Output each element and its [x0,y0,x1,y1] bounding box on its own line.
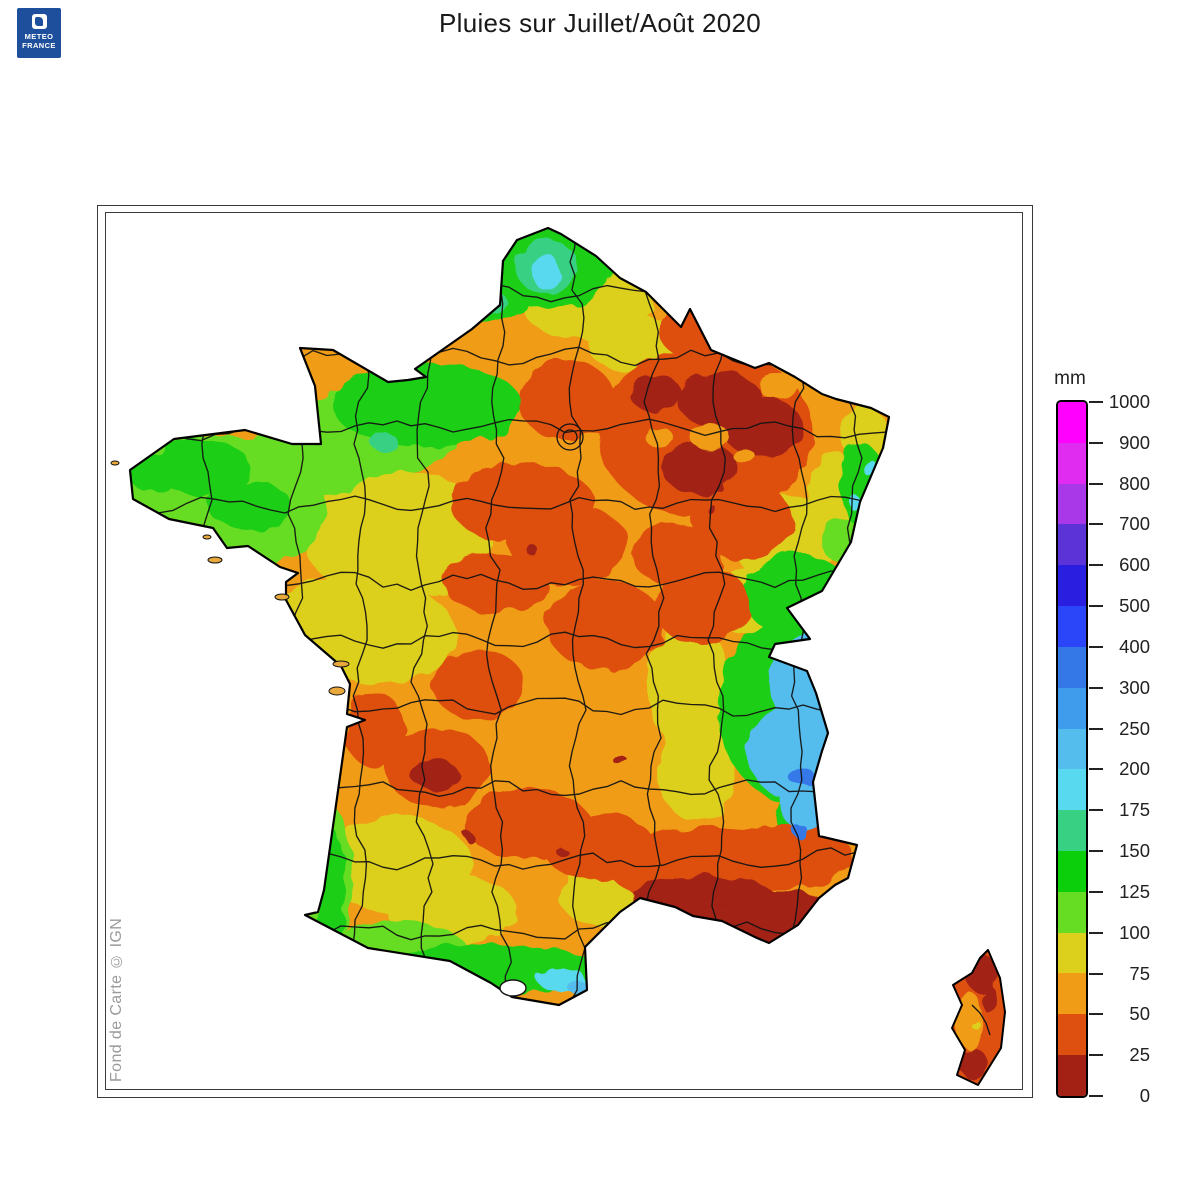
legend-tick-label-175: 175 [1119,799,1150,821]
legend-color-band-175-200 [1058,769,1086,811]
legend-color-band-150-175 [1058,810,1086,851]
legend-tick-label-125: 125 [1119,880,1150,902]
legend-color-band-400-500 [1058,606,1086,647]
legend-tick-label-1000: 1000 [1108,391,1150,412]
legend-color-band-250-300 [1058,687,1086,729]
map-inner-frame [105,212,1023,1090]
legend-tick [1089,401,1103,403]
legend-tick-label-900: 900 [1119,431,1150,453]
legend-tick-label-250: 250 [1119,717,1150,739]
logo-mark-glyph [35,17,43,26]
legend-tick [1089,972,1103,975]
legend-tick-label-600: 600 [1119,554,1150,576]
legend-tick [1089,1013,1103,1016]
legend-tick-label-200: 200 [1119,758,1150,780]
legend-color-band-200-250 [1058,728,1086,770]
legend-tick-label-50: 50 [1129,1003,1150,1025]
legend-color-band-125-150 [1058,850,1086,892]
map-attribution: Fond de Carte © IGN [108,917,125,1082]
legend-color-band-800-900 [1058,442,1086,484]
legend-color-band-700-800 [1058,483,1086,525]
legend-tick [1089,890,1103,893]
map-title: Pluies sur Juillet/Août 2020 [438,8,762,38]
legend-tick-label-800: 800 [1119,472,1150,494]
logo-text-line2: FRANCE [22,41,56,50]
legend-color-band-75-100 [1058,932,1086,974]
map-outer-frame [97,205,1033,1098]
legend-tick-label-0: 0 [1139,1085,1150,1106]
legend-tick [1089,1054,1103,1057]
legend-tick-label-100: 100 [1119,921,1150,943]
meteo-france-logo-icon [31,14,47,29]
legend-tick [1089,482,1103,485]
legend-color-band-25-50 [1058,1014,1086,1055]
legend-tick-label-150: 150 [1119,840,1150,862]
legend-tick-label-75: 75 [1129,962,1150,984]
legend-tick [1089,809,1103,812]
meteo-france-logo: METEO FRANCE [17,8,61,58]
legend-color-band-500-600 [1058,565,1086,607]
legend-color-band-900-1000 [1058,402,1086,443]
logo-text-line1: METEO [24,32,54,41]
legend-tick [1089,605,1103,608]
legend-color-band-50-75 [1058,973,1086,1015]
legend-tick [1089,768,1103,771]
legend-tick-label-700: 700 [1119,513,1150,535]
legend-color-band-300-400 [1058,646,1086,688]
legend-color-scale [1056,400,1088,1098]
legend-tick [1089,850,1103,853]
legend-tick [1089,931,1103,934]
legend-tick-label-400: 400 [1119,635,1150,657]
legend-tick [1089,686,1103,689]
france-rainfall-map [110,226,1006,1086]
legend-tick-label-300: 300 [1119,676,1150,698]
legend-color-band-0-25 [1058,1055,1086,1096]
legend-tick-label-500: 500 [1119,595,1150,617]
legend-color-band-100-125 [1058,891,1086,933]
legend-tick [1089,564,1103,567]
legend-tick [1089,727,1103,730]
legend-colorbar: mm 1000 900 800 700 600 500 400 300 250 200 175 150… [1040,362,1200,1132]
legend-tick [1089,645,1103,648]
legend-unit-label: mm [1054,368,1086,389]
legend-color-band-600-700 [1058,524,1086,566]
legend-tick [1089,1095,1103,1097]
legend-tick-label-25: 25 [1129,1044,1150,1066]
legend-tick [1089,523,1103,526]
legend-tick [1089,441,1103,444]
